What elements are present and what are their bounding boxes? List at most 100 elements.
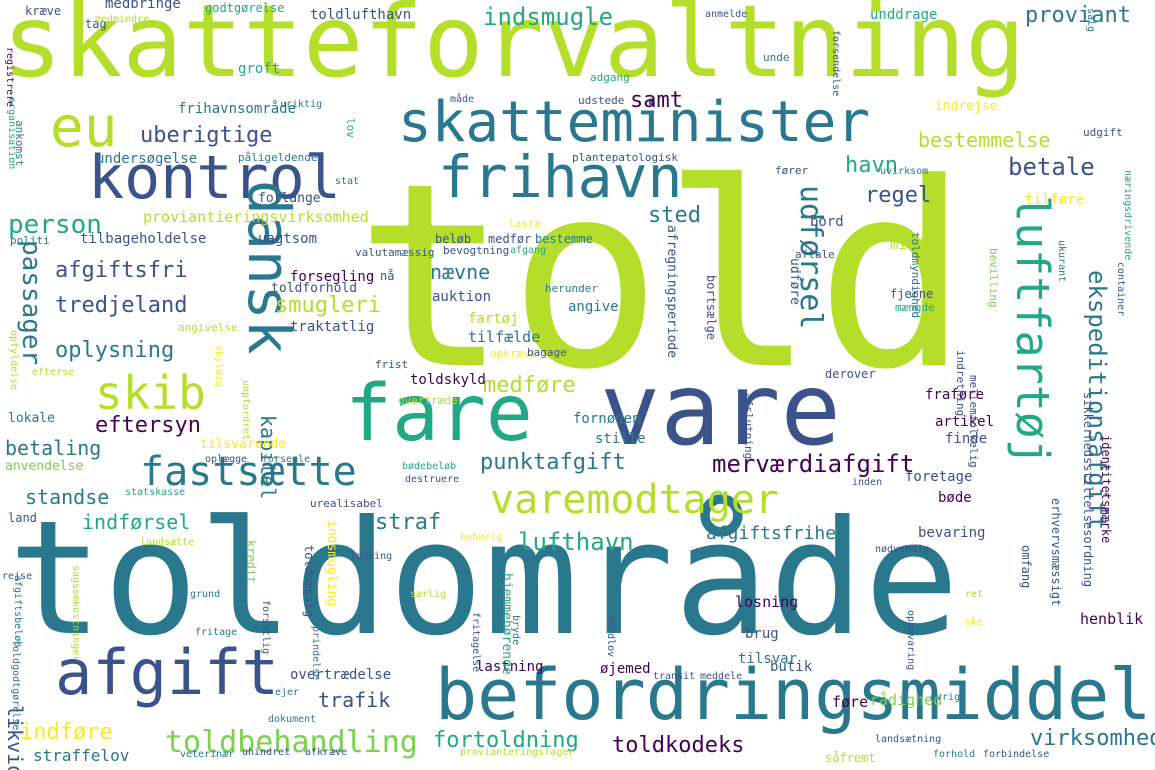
word-rejse: rejse <box>2 571 33 582</box>
word-bestemme: bestemme <box>535 232 593 246</box>
word-fornøden: fornøden <box>573 411 641 427</box>
word-lufthavn: lufthavn <box>518 528 634 556</box>
word-behørig: behørig <box>460 532 503 543</box>
word-fritage: fritage <box>195 627 238 638</box>
word-passager: passager <box>16 240 46 366</box>
word-land: land <box>8 511 37 525</box>
word-påligeldende: påligeldende <box>238 151 318 164</box>
word-eu: eu <box>50 95 118 160</box>
word-anmelde: anmelde <box>705 9 748 20</box>
word-nævne: nævne <box>430 260 491 284</box>
word-overtræde: overtræde <box>398 394 458 407</box>
word-afgang: afgang <box>510 245 547 256</box>
word-skib: skib <box>95 366 206 420</box>
word-landsætte: landsætte <box>140 537 195 548</box>
word-stat: stat <box>335 176 360 187</box>
word-oplægge: oplægge <box>205 454 248 465</box>
word-befordringsmiddel: befordringsmiddel <box>435 654 1152 736</box>
word-ukurant: ukurant <box>1056 240 1067 283</box>
word-tilsvar: tilsvar <box>738 651 798 667</box>
word-plantepatologisk: plantepatologisk <box>572 151 678 164</box>
word-afgiftsbeløb: afgiftsbeløb <box>12 575 23 648</box>
word-bestemmelse: bestemmelse <box>918 128 1051 152</box>
word-derover: derover <box>825 367 876 381</box>
word-tilsvarende: tilsvarende <box>200 437 287 452</box>
word-organisation: organisation <box>6 97 17 170</box>
word-tilfælde: tilfælde <box>468 328 541 346</box>
word-medfør: medfør <box>488 232 532 246</box>
word-butik: butik <box>770 659 813 675</box>
word-opfyldelse: opfyldelse <box>8 330 19 391</box>
word-mellemfolkelig: mellemfolkelig <box>967 375 980 468</box>
word-inden: inden <box>852 477 883 488</box>
word-uberigtige: uberigtige <box>140 123 273 148</box>
word-føre: føre <box>832 693 869 711</box>
word-laste: laste <box>508 217 542 230</box>
word-forbindelse: forbindelse <box>983 749 1050 760</box>
word-øvrig: øvrig <box>930 692 961 703</box>
word-statskasse: statskasse <box>125 487 186 498</box>
word-merværdiafgift: merværdiafgift <box>712 450 915 478</box>
word-næringsdrivende: næringsdrivende <box>1122 170 1133 261</box>
word-angivelse: angivelse <box>178 321 238 334</box>
word-ske: ske <box>965 617 984 628</box>
word-transit: transit <box>653 671 696 682</box>
word-bord: bord <box>810 214 844 230</box>
word-forsætlig: forsætlig <box>260 600 271 655</box>
word-lokale: lokale <box>8 411 55 426</box>
word-straffelov: straffelov <box>33 746 130 765</box>
word-bevaring: bevaring <box>918 525 986 541</box>
word-oprindelse: oprindelse <box>310 620 321 681</box>
word-kræve: kræve <box>25 4 62 18</box>
word-uagtsom: uagtsom <box>258 231 318 247</box>
word-uopfordret: uopfordret <box>240 380 251 441</box>
word-toldbehandling: toldbehandling <box>165 725 418 760</box>
word-medbringe: medbringe <box>105 0 181 12</box>
word-lastning: lastning <box>476 659 544 675</box>
word-smugleri: smugleri <box>275 293 381 318</box>
word-forsegling: forsegling <box>290 269 375 285</box>
word-auktion: auktion <box>432 289 492 305</box>
word-forhold: forhold <box>933 749 976 760</box>
word-angive: angive <box>568 299 619 315</box>
word-told: told <box>355 129 970 426</box>
word-varemodtager: varemodtager <box>490 477 779 523</box>
word-sagsomkostninger: sagsomkostninger <box>70 565 81 662</box>
word-fører: fører <box>775 164 809 177</box>
word-betale: betale <box>1008 153 1095 181</box>
word-indsmugling: indsmugling <box>324 520 339 607</box>
word-afkræve: afkræve <box>305 747 348 758</box>
word-skatteminister: skatteminister <box>398 90 871 155</box>
word-forsegle: forsegle <box>262 454 311 465</box>
word-middel: middel <box>890 237 941 253</box>
word-ret: ret <box>965 589 984 600</box>
word-tilbageholdelse: tilbageholdelse <box>80 231 207 247</box>
word-person: person <box>8 210 102 240</box>
word-lov: lov <box>344 118 357 138</box>
word-trafik: trafik <box>318 688 391 712</box>
word-mængde: mængde <box>895 301 935 314</box>
word-afgiftsfri: afgiftsfri <box>55 258 188 283</box>
word-kontrol: kontrol <box>88 143 341 213</box>
word-container: container <box>1115 262 1126 317</box>
word-kredit: kredit <box>244 540 258 584</box>
word-afgift: afgift <box>55 636 279 709</box>
word-identitetsmærke: identitetsmærke <box>1099 435 1113 544</box>
word-beløb: beløb <box>435 232 472 246</box>
word-udstede: udstede <box>578 94 625 107</box>
word-undersøgelse: undersøgelse <box>96 151 198 167</box>
word-fjerne: fjerne <box>890 287 934 301</box>
word-traktatlig: traktatlig <box>290 319 375 335</box>
word-unddrage: unddrage <box>870 7 938 23</box>
word-efterse: efterse <box>32 367 75 378</box>
word-losning: losning <box>735 593 799 611</box>
word-toldlov: toldlov <box>605 615 616 658</box>
word-meddele: meddele <box>700 671 743 682</box>
word-bortsælge: bortsælge <box>704 275 718 341</box>
word-sikkerhedsstillelsesordning: sikkerhedsstillelsesordning <box>1081 392 1095 588</box>
word-eftersyn: eftersyn <box>95 413 201 438</box>
word-overtrædelse: overtrædelse <box>290 667 392 683</box>
word-afregningsperiode: afregningsperiode <box>664 225 679 359</box>
word-proviantieringsvirksomhed: proviantieringsvirksomhed <box>143 208 369 226</box>
